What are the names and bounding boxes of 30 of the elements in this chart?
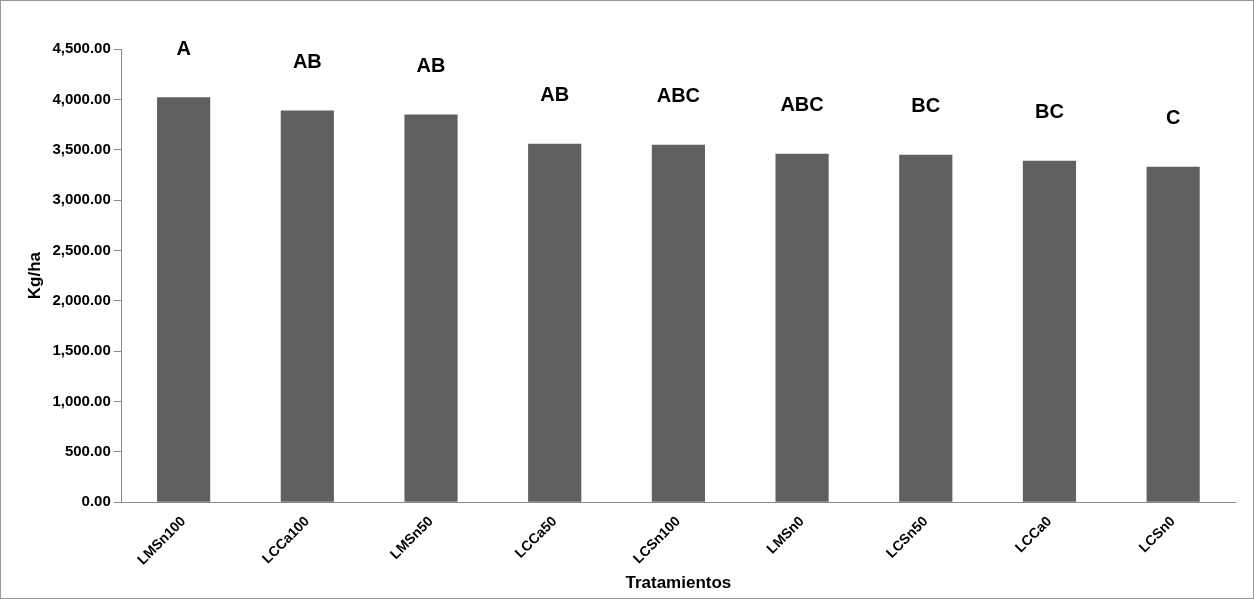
y-tick-label: 3,000.00 [52, 190, 111, 208]
annotation: C [1165, 106, 1181, 129]
annotation: ABC [656, 84, 701, 107]
annotation: BC [911, 94, 941, 117]
bar [404, 114, 458, 502]
bar [528, 143, 582, 502]
y-tick-label: 500.00 [64, 442, 111, 460]
annotation: AB [416, 53, 446, 76]
y-tick-label: 1,000.00 [52, 391, 111, 409]
bar [280, 110, 334, 502]
y-tick-label: 4,500.00 [52, 39, 111, 57]
y-tick-label: 0.00 [81, 492, 111, 510]
y-tick-label: 2,000.00 [52, 290, 111, 308]
bar [899, 154, 953, 502]
annotation: BC [1035, 100, 1064, 123]
annotation: A [176, 36, 191, 59]
bar [775, 153, 829, 502]
bar [651, 144, 705, 502]
bar [1146, 166, 1200, 502]
annotation: ABC [780, 93, 824, 116]
annotation: AB [292, 49, 322, 72]
annotation: AB [540, 83, 570, 106]
bar [157, 97, 211, 502]
x-axis-title: Tratamientos [625, 573, 732, 593]
y-tick-label: 1,500.00 [52, 341, 111, 359]
y-tick-label: 4,000.00 [52, 89, 111, 107]
y-tick-label: 3,500.00 [52, 139, 111, 157]
bar [1022, 160, 1077, 502]
y-tick-label: 2,500.00 [52, 240, 111, 258]
y-axis-title: Kg/ha [24, 251, 44, 300]
